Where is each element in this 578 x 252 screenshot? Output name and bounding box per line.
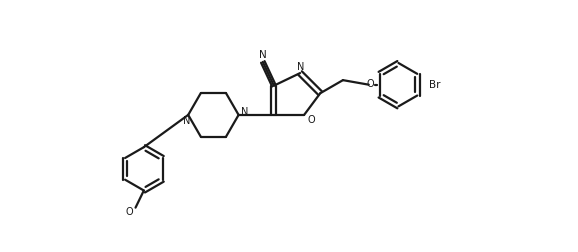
- Text: O: O: [125, 207, 134, 217]
- Text: N: N: [183, 116, 190, 127]
- Text: Br: Br: [429, 80, 441, 90]
- Text: N: N: [259, 50, 266, 60]
- Text: N: N: [297, 61, 304, 72]
- Text: N: N: [242, 107, 249, 117]
- Text: O: O: [366, 79, 374, 89]
- Text: O: O: [307, 115, 315, 125]
